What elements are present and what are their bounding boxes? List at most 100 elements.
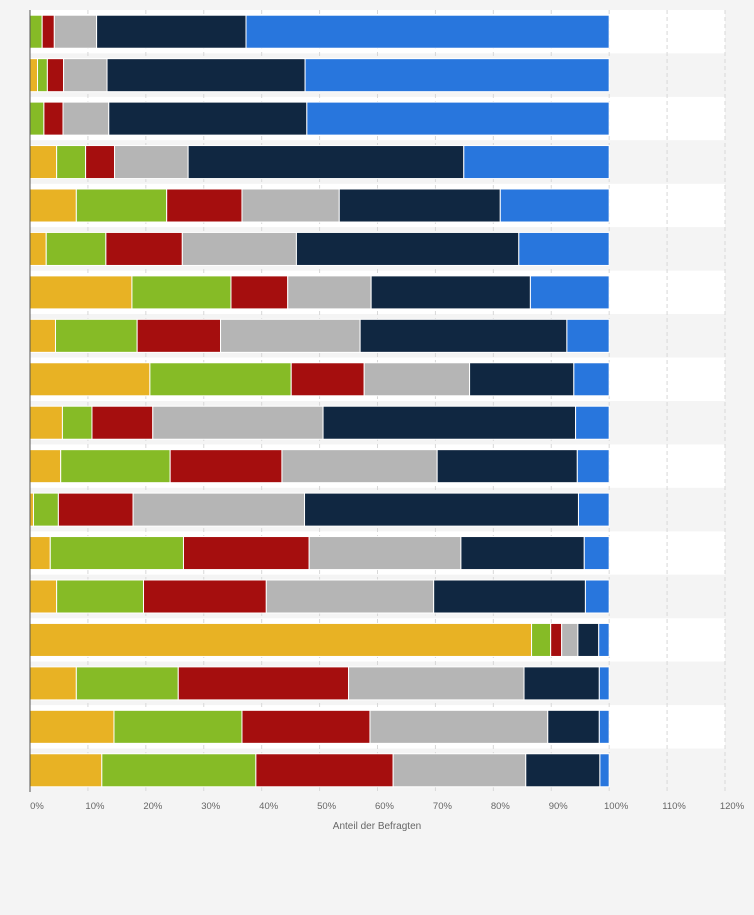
- bar-segment[interactable]: [584, 579, 610, 614]
- bar-segment[interactable]: [29, 666, 77, 701]
- bar-segment[interactable]: [363, 362, 471, 397]
- bar-segment[interactable]: [575, 405, 610, 440]
- bar-segment[interactable]: [143, 579, 267, 614]
- bar-segment[interactable]: [369, 709, 549, 744]
- bar-segment[interactable]: [463, 145, 610, 180]
- bar-segment[interactable]: [29, 188, 77, 223]
- bar-segment[interactable]: [241, 188, 340, 223]
- bar-segment[interactable]: [60, 449, 171, 484]
- bar-segment[interactable]: [338, 188, 501, 223]
- bar-segment[interactable]: [436, 449, 578, 484]
- bar-segment[interactable]: [518, 231, 610, 266]
- bar-segment[interactable]: [245, 14, 610, 49]
- bar-segment[interactable]: [230, 275, 289, 310]
- bar-segment[interactable]: [85, 145, 116, 180]
- bar-segment[interactable]: [131, 275, 232, 310]
- bar-segment[interactable]: [599, 753, 610, 788]
- bar-segment[interactable]: [114, 145, 189, 180]
- bar-segment[interactable]: [241, 709, 371, 744]
- bar-segment[interactable]: [101, 753, 257, 788]
- bar-segment[interactable]: [359, 318, 568, 353]
- bar-segment[interactable]: [113, 709, 243, 744]
- bar-segment[interactable]: [29, 622, 533, 657]
- bar-segment[interactable]: [561, 622, 579, 657]
- bar-segment[interactable]: [96, 14, 247, 49]
- bar-segment[interactable]: [29, 753, 103, 788]
- bar-segment[interactable]: [460, 536, 585, 571]
- bar-segment[interactable]: [265, 579, 435, 614]
- bar-segment[interactable]: [132, 492, 306, 527]
- bar-segment[interactable]: [306, 101, 610, 136]
- bar-segment[interactable]: [29, 58, 39, 93]
- bar-segment[interactable]: [63, 58, 108, 93]
- bar-segment[interactable]: [41, 14, 55, 49]
- bar-segment[interactable]: [91, 405, 154, 440]
- bar-segment[interactable]: [547, 709, 600, 744]
- bar-segment[interactable]: [54, 318, 138, 353]
- bar-segment[interactable]: [53, 14, 98, 49]
- bar-segment[interactable]: [29, 231, 47, 266]
- bar-segment[interactable]: [499, 188, 610, 223]
- bar-segment[interactable]: [149, 362, 292, 397]
- bar-segment[interactable]: [182, 536, 310, 571]
- bar-segment[interactable]: [576, 449, 610, 484]
- bar-segment[interactable]: [136, 318, 222, 353]
- bar-segment[interactable]: [49, 536, 184, 571]
- bar-segment[interactable]: [37, 58, 48, 93]
- bar-segment[interactable]: [152, 405, 324, 440]
- bar-segment[interactable]: [281, 449, 438, 484]
- bar-segment[interactable]: [304, 492, 579, 527]
- bar-segment[interactable]: [29, 709, 115, 744]
- bar-segment[interactable]: [550, 622, 563, 657]
- bar-segment[interactable]: [29, 405, 63, 440]
- bar-segment[interactable]: [566, 318, 610, 353]
- bar-segment[interactable]: [598, 666, 610, 701]
- bar-segment[interactable]: [43, 101, 64, 136]
- bar-segment[interactable]: [573, 362, 610, 397]
- bar-segment[interactable]: [29, 145, 58, 180]
- bar-segment[interactable]: [166, 188, 243, 223]
- bar-segment[interactable]: [61, 405, 93, 440]
- bar-segment[interactable]: [56, 579, 145, 614]
- bar-segment[interactable]: [29, 101, 45, 136]
- bar-segment[interactable]: [29, 318, 56, 353]
- bar-segment[interactable]: [57, 492, 134, 527]
- bar-segment[interactable]: [29, 579, 58, 614]
- bar-segment[interactable]: [469, 362, 575, 397]
- bar-segment[interactable]: [29, 14, 43, 49]
- bar-segment[interactable]: [46, 58, 65, 93]
- bar-segment[interactable]: [106, 58, 306, 93]
- bar-segment[interactable]: [108, 101, 308, 136]
- bar-segment[interactable]: [29, 362, 151, 397]
- bar-segment[interactable]: [598, 622, 610, 657]
- bar-segment[interactable]: [29, 449, 62, 484]
- bar-segment[interactable]: [187, 145, 465, 180]
- bar-segment[interactable]: [308, 536, 462, 571]
- bar-segment[interactable]: [392, 753, 527, 788]
- bar-segment[interactable]: [370, 275, 531, 310]
- bar-segment[interactable]: [577, 492, 610, 527]
- bar-segment[interactable]: [29, 492, 34, 527]
- bar-segment[interactable]: [433, 579, 586, 614]
- bar-segment[interactable]: [75, 188, 168, 223]
- bar-segment[interactable]: [56, 145, 87, 180]
- bar-segment[interactable]: [29, 536, 51, 571]
- bar-segment[interactable]: [29, 275, 133, 310]
- bar-segment[interactable]: [529, 275, 610, 310]
- bar-segment[interactable]: [177, 666, 350, 701]
- bar-segment[interactable]: [525, 753, 601, 788]
- bar-segment[interactable]: [598, 709, 610, 744]
- bar-segment[interactable]: [75, 666, 179, 701]
- bar-segment[interactable]: [287, 275, 372, 310]
- bar-segment[interactable]: [290, 362, 365, 397]
- bar-segment[interactable]: [523, 666, 600, 701]
- bar-segment[interactable]: [32, 492, 59, 527]
- bar-segment[interactable]: [348, 666, 525, 701]
- bar-segment[interactable]: [304, 58, 610, 93]
- bar-segment[interactable]: [220, 318, 361, 353]
- bar-segment[interactable]: [531, 622, 552, 657]
- bar-segment[interactable]: [322, 405, 577, 440]
- bar-segment[interactable]: [169, 449, 283, 484]
- bar-segment[interactable]: [583, 536, 610, 571]
- bar-segment[interactable]: [62, 101, 110, 136]
